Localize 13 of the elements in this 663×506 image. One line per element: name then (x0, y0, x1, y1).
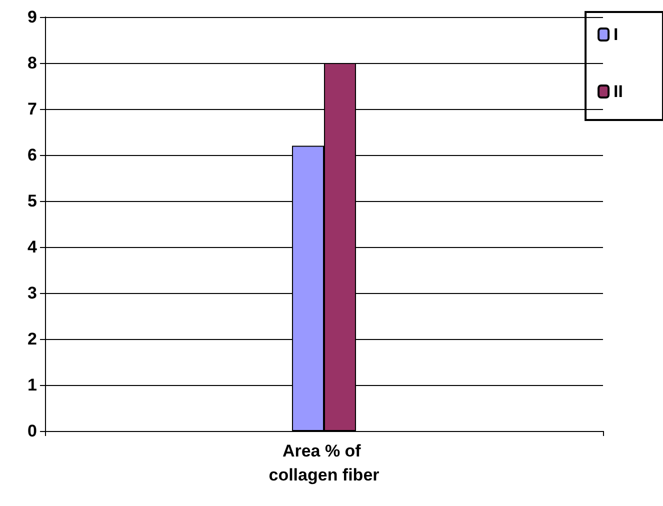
y-tick-label: 0 (28, 422, 37, 440)
x-tick-label: Area % of collagen fiber (268, 442, 380, 484)
y-tick-label: 6 (28, 146, 37, 164)
legend-label: II (614, 82, 624, 101)
legend-label: I (614, 25, 618, 44)
y-tick-label: 1 (28, 376, 37, 394)
y-tick-label: 4 (28, 238, 38, 256)
y-tick-label: 9 (28, 8, 37, 26)
y-tick-label: 5 (28, 192, 37, 210)
y-tick-label: 2 (28, 330, 37, 348)
y-tick-label: 7 (28, 100, 37, 118)
y-tick-label: 3 (28, 284, 37, 302)
y-tick-label: 8 (28, 54, 37, 72)
